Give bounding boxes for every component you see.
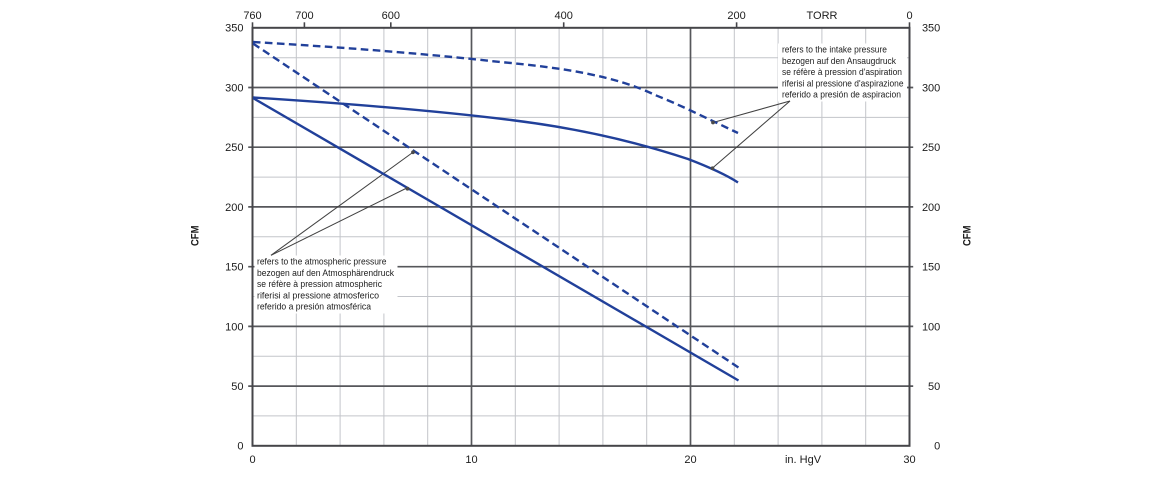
svg-text:TORR: TORR bbox=[807, 10, 838, 22]
svg-text:20: 20 bbox=[684, 454, 696, 466]
svg-text:riferisi al pressione d'aspira: riferisi al pressione d'aspirazione bbox=[782, 78, 904, 89]
svg-text:100: 100 bbox=[225, 321, 243, 333]
svg-text:0: 0 bbox=[237, 441, 243, 453]
svg-text:150: 150 bbox=[922, 262, 940, 274]
svg-text:0: 0 bbox=[249, 454, 255, 466]
svg-text:250: 250 bbox=[922, 142, 940, 154]
svg-text:se réfère à pression atmospher: se réfère à pression atmospheric bbox=[257, 279, 382, 290]
svg-text:0: 0 bbox=[906, 10, 912, 22]
svg-text:refers to the intake pressure: refers to the intake pressure bbox=[782, 45, 887, 56]
svg-text:400: 400 bbox=[555, 10, 573, 22]
svg-text:300: 300 bbox=[225, 82, 243, 94]
svg-text:100: 100 bbox=[922, 321, 940, 333]
svg-text:in. HgV: in. HgV bbox=[785, 454, 822, 466]
svg-text:200: 200 bbox=[225, 202, 243, 214]
svg-text:350: 350 bbox=[225, 23, 243, 35]
svg-text:200: 200 bbox=[727, 10, 745, 22]
svg-text:CFM: CFM bbox=[190, 226, 202, 247]
svg-text:250: 250 bbox=[225, 142, 243, 154]
svg-text:CFM: CFM bbox=[962, 226, 974, 247]
svg-text:600: 600 bbox=[382, 10, 400, 22]
svg-text:se réfère à pression d'aspirat: se réfère à pression d'aspiration bbox=[782, 67, 902, 78]
svg-text:0: 0 bbox=[934, 441, 940, 453]
svg-text:300: 300 bbox=[922, 82, 940, 94]
svg-text:30: 30 bbox=[903, 454, 915, 466]
svg-text:700: 700 bbox=[295, 10, 313, 22]
svg-text:760: 760 bbox=[243, 10, 261, 22]
svg-text:refers to the atmospheric pres: refers to the atmospheric pressure bbox=[257, 257, 387, 268]
svg-text:10: 10 bbox=[465, 454, 477, 466]
svg-text:riferisi al pressione atmosfer: riferisi al pressione atmosferico bbox=[257, 290, 379, 301]
svg-text:referido a presión atmosférica: referido a presión atmosférica bbox=[257, 302, 372, 313]
svg-text:bezogen auf den Atmosphärendru: bezogen auf den Atmosphärendruck bbox=[257, 268, 394, 279]
svg-text:350: 350 bbox=[922, 23, 940, 35]
svg-text:referido a presión de aspiraci: referido a presión de aspiracion bbox=[782, 90, 901, 101]
svg-text:50: 50 bbox=[231, 381, 243, 393]
svg-text:200: 200 bbox=[922, 202, 940, 214]
svg-text:bezogen auf den Ansaugdruck: bezogen auf den Ansaugdruck bbox=[782, 56, 896, 67]
svg-text:150: 150 bbox=[225, 262, 243, 274]
svg-text:50: 50 bbox=[928, 381, 940, 393]
